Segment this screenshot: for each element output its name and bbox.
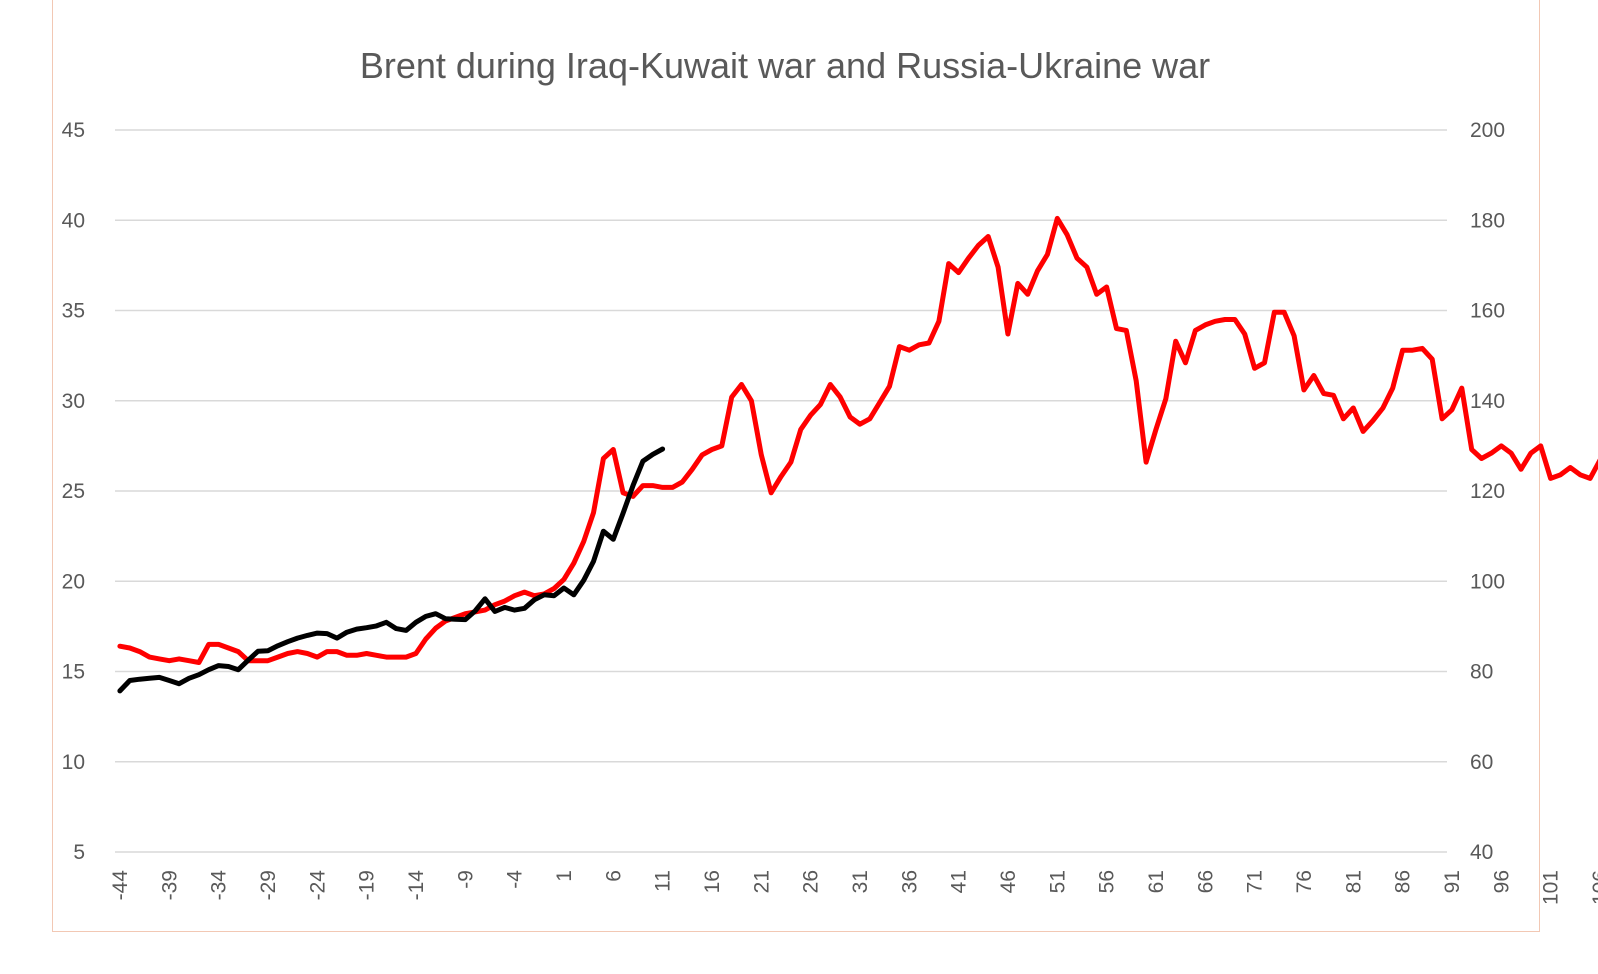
x-tick-label: 51 xyxy=(1046,870,1069,893)
x-tick-label: 91 xyxy=(1441,870,1464,893)
x-axis-ticks: -44 -39 -34 -29 -24 -19 -14 -9 -4 1 6 11 16 21 26 31 36 4… xyxy=(109,870,1598,905)
y-tick-label-right: 140 xyxy=(1470,390,1505,413)
left-y-axis-ticks: 45 40 35 30 25 20 15 10 5 xyxy=(62,119,85,864)
chart-title: Brent during Iraq-Kuwait war and Russia-… xyxy=(360,45,1210,86)
x-tick-label: -14 xyxy=(405,870,428,901)
x-tick-label: -4 xyxy=(504,870,527,889)
x-tick-label: 11 xyxy=(652,870,675,892)
x-tick-label: -24 xyxy=(306,870,329,901)
y-tick-label-left: 20 xyxy=(62,570,85,593)
x-tick-label: 101 xyxy=(1540,870,1563,905)
series-line-black xyxy=(117,446,666,694)
y-tick-label-left: 10 xyxy=(62,751,85,774)
series-line-red xyxy=(117,215,1598,665)
x-tick-label: -44 xyxy=(109,870,132,901)
y-tick-label-left: 35 xyxy=(62,300,85,323)
x-tick-label: 81 xyxy=(1342,870,1365,893)
x-tick-label: 31 xyxy=(849,870,872,893)
x-tick-label: -39 xyxy=(158,870,181,900)
x-tick-label: -34 xyxy=(208,870,231,901)
x-tick-label: 16 xyxy=(701,870,724,893)
x-tick-label: 26 xyxy=(800,870,823,893)
y-tick-label-right: 180 xyxy=(1470,209,1505,232)
y-tick-label-right: 120 xyxy=(1470,480,1505,503)
y-tick-label-left: 15 xyxy=(62,661,85,684)
y-tick-label-left: 30 xyxy=(62,390,85,413)
x-tick-label: -9 xyxy=(454,870,477,889)
x-tick-label: 46 xyxy=(997,870,1020,893)
x-tick-label: 56 xyxy=(1096,870,1119,893)
x-tick-label: 66 xyxy=(1194,870,1217,893)
chart-frame xyxy=(52,0,1540,932)
x-tick-label: 61 xyxy=(1145,870,1168,893)
y-tick-label-right: 100 xyxy=(1470,570,1505,593)
y-tick-label-right: 40 xyxy=(1470,841,1493,864)
gridlines xyxy=(115,129,1447,853)
x-tick-label: 21 xyxy=(750,870,773,893)
x-tick-label: 41 xyxy=(948,870,971,893)
x-tick-label: 96 xyxy=(1490,870,1513,893)
x-tick-label: 76 xyxy=(1293,870,1316,893)
x-tick-label: 71 xyxy=(1244,870,1267,893)
x-tick-label: 86 xyxy=(1392,870,1415,893)
x-tick-label: 1 xyxy=(553,870,576,882)
y-tick-label-right: 80 xyxy=(1470,661,1493,684)
x-tick-label: 6 xyxy=(602,870,625,882)
y-tick-label-left: 5 xyxy=(73,841,85,864)
y-tick-label-left: 45 xyxy=(62,119,85,142)
x-tick-label: -29 xyxy=(257,870,280,900)
x-tick-label: 106 xyxy=(1589,870,1598,905)
x-tick-label: 36 xyxy=(898,870,921,893)
series-lines xyxy=(117,215,1598,694)
y-tick-label-right: 60 xyxy=(1470,751,1493,774)
right-y-axis-ticks: 200 180 160 140 120 100 80 60 40 xyxy=(1470,119,1505,864)
y-tick-label-right: 160 xyxy=(1470,300,1505,323)
x-tick-label: -19 xyxy=(356,870,379,900)
y-tick-label-left: 40 xyxy=(62,209,85,232)
y-tick-label-right: 200 xyxy=(1470,119,1505,142)
y-tick-label-left: 25 xyxy=(62,480,85,503)
